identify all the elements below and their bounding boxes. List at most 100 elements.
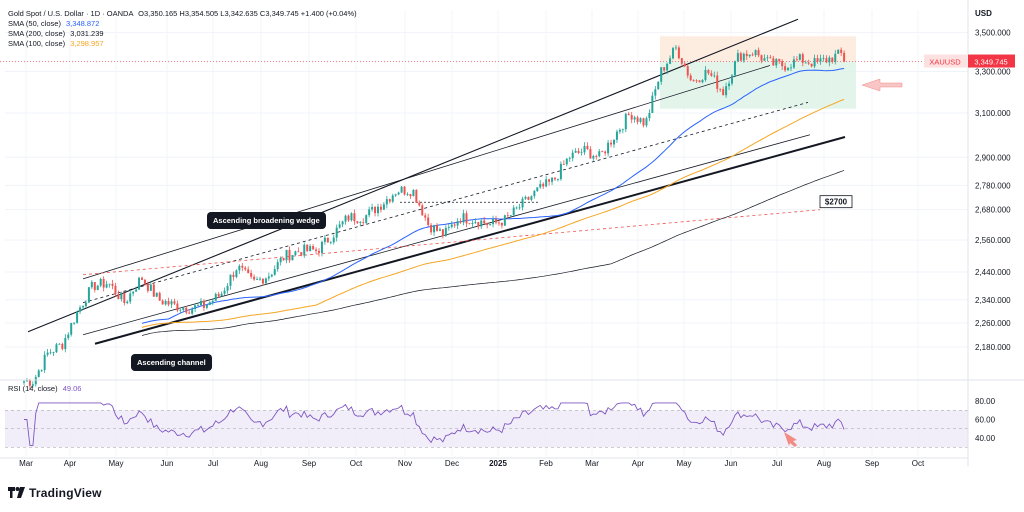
candle-body (161, 300, 164, 305)
candle (562, 160, 565, 166)
candle-body (28, 380, 31, 386)
candle-body (34, 377, 37, 385)
candle (748, 54, 751, 58)
candle-body (781, 61, 784, 67)
candle-body (669, 58, 672, 64)
candle (194, 304, 197, 313)
candle (37, 369, 40, 378)
candle (660, 67, 663, 85)
candle (530, 195, 533, 202)
candle-body (601, 151, 604, 153)
candle-body (318, 250, 320, 253)
candle (512, 205, 515, 216)
candle-body (43, 354, 46, 370)
candle-body (698, 80, 701, 83)
candle (202, 299, 205, 311)
candle (368, 206, 371, 218)
sma100-legend[interactable]: SMA (100, close) 3,298.957 (8, 39, 104, 49)
candle-body (338, 224, 341, 228)
candle (607, 139, 610, 157)
candle-body (253, 276, 256, 280)
candle-body (185, 307, 188, 313)
candle (792, 56, 795, 70)
candle (146, 281, 149, 293)
time-tick-label: Aug (817, 459, 831, 468)
candle-body (143, 279, 146, 284)
candle-body (509, 215, 512, 217)
candle-body (739, 53, 742, 61)
candle-body (565, 158, 568, 165)
candle-body (403, 186, 406, 195)
candle-body (598, 151, 601, 157)
candle (40, 369, 43, 373)
candle (601, 150, 604, 153)
candle-body (536, 187, 539, 192)
candle (238, 264, 241, 274)
candle (253, 274, 256, 281)
time-tick-label: Oct (350, 459, 363, 468)
candle (371, 203, 374, 212)
candle-body (238, 265, 241, 271)
candle-body (176, 303, 179, 311)
candle (754, 49, 757, 58)
candle-body (205, 305, 208, 308)
channel-mid-line (82, 101, 809, 304)
candle (418, 200, 421, 207)
candle (335, 224, 338, 242)
candle-body (677, 47, 680, 59)
sma50-legend[interactable]: SMA (50, close) 3,348.872 (8, 19, 99, 29)
time-tick-label: Sep (865, 459, 880, 468)
candle (565, 158, 568, 167)
candle-body (539, 183, 542, 188)
candle (276, 259, 279, 272)
candle-body (353, 213, 356, 222)
candle (406, 192, 409, 196)
candle-body (828, 57, 831, 63)
candle (556, 178, 559, 182)
candle (415, 189, 418, 204)
candle (633, 115, 636, 123)
candle (76, 310, 79, 324)
candle-body (132, 291, 135, 294)
sma200-line (141, 170, 845, 336)
rsi-legend[interactable]: RSI (14, close) 49.06 (8, 384, 81, 394)
candle (784, 62, 787, 73)
candle-body (766, 57, 769, 59)
candle (158, 291, 161, 301)
candle-body (102, 278, 105, 288)
tradingview-logo[interactable]: TradingView (8, 486, 102, 500)
candle (503, 214, 506, 227)
candle-body (462, 213, 465, 223)
candle (191, 307, 194, 316)
candle-body (695, 80, 698, 82)
candle (757, 47, 760, 58)
candle (176, 300, 179, 313)
candle (533, 189, 536, 199)
candle-body (61, 343, 64, 350)
candle (123, 292, 126, 306)
candle (329, 241, 332, 245)
candle (604, 150, 607, 156)
candle (117, 290, 120, 300)
candle-body (76, 311, 79, 323)
price-tick-label: 3,300.000 (975, 67, 1011, 76)
price-tag-bg (968, 54, 1015, 68)
candle-body (424, 215, 427, 218)
candle (624, 112, 627, 133)
candle-body (512, 207, 515, 216)
candle-body (123, 292, 126, 304)
candle (692, 79, 695, 82)
candle (347, 214, 350, 222)
candle (790, 63, 792, 72)
sma200-legend[interactable]: SMA (200, close) 3,031.239 (8, 29, 104, 39)
candle-body (332, 237, 335, 243)
candle-body (689, 75, 692, 81)
candle (787, 67, 790, 71)
candle (34, 374, 37, 387)
candle (444, 225, 447, 237)
candle-body (96, 285, 99, 290)
candle (654, 85, 657, 100)
candle-body (232, 274, 235, 277)
candle-body (49, 352, 52, 354)
